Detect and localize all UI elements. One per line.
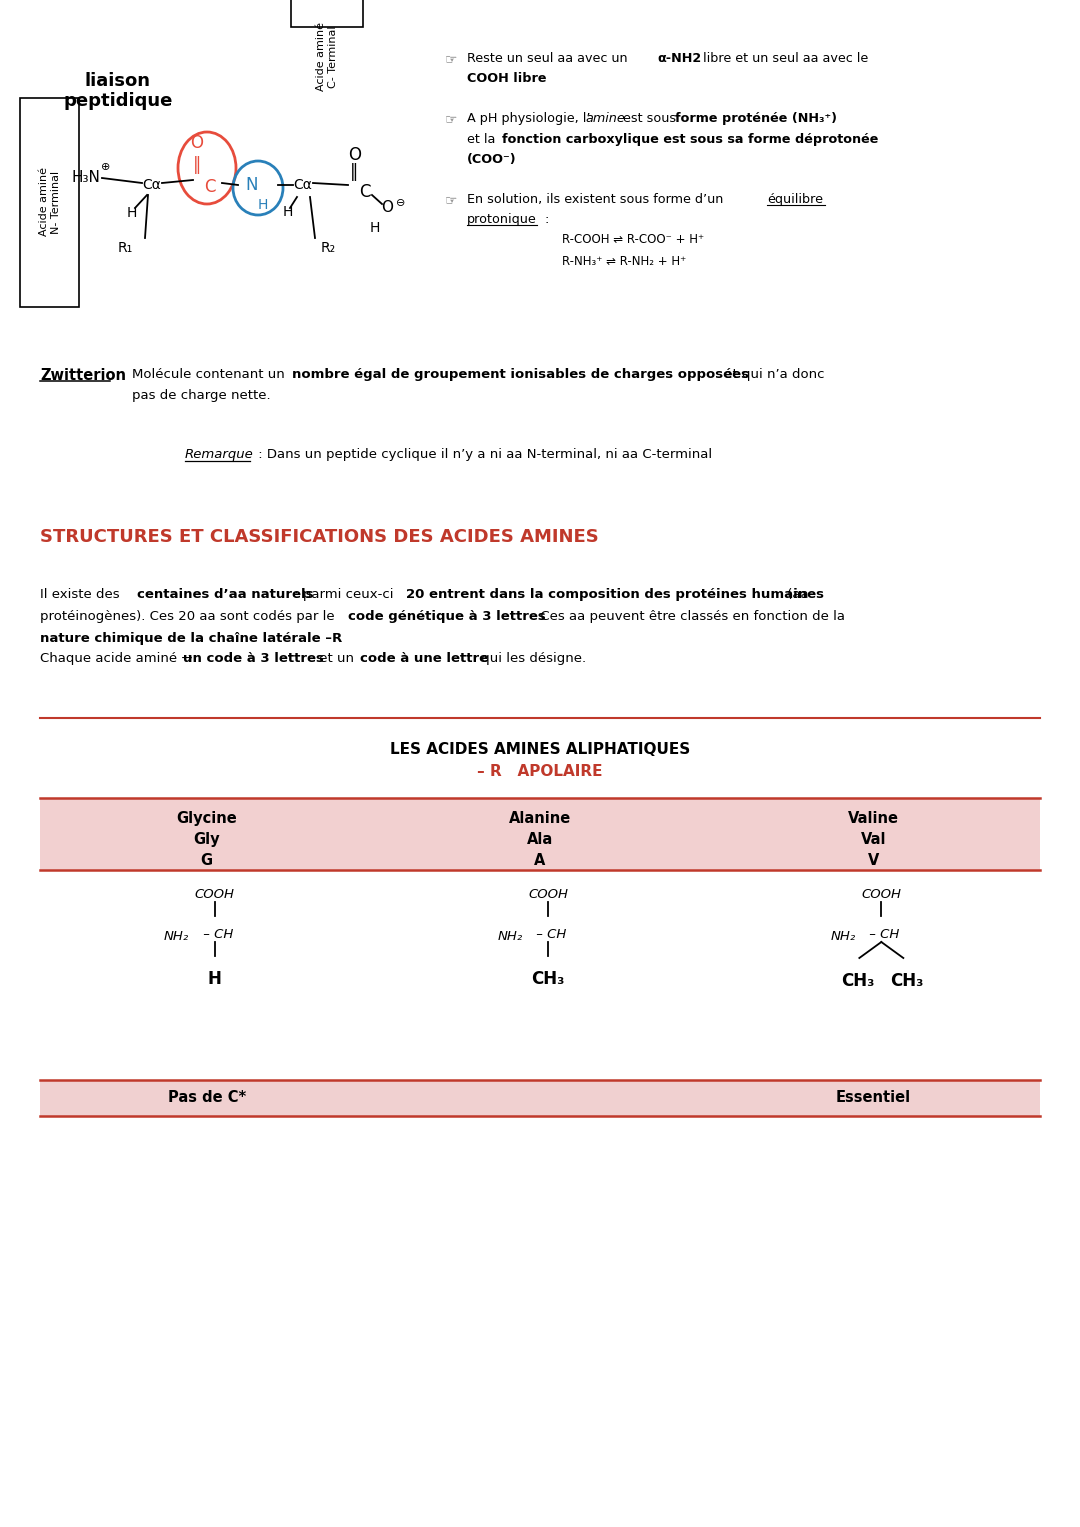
Text: ☞: ☞ — [445, 52, 458, 66]
Text: Acide aminé
C- Terminal: Acide aminé C- Terminal — [316, 21, 338, 92]
Text: COOH: COOH — [194, 889, 234, 901]
Text: C: C — [204, 179, 216, 195]
Text: (COO⁻): (COO⁻) — [467, 153, 516, 166]
Text: A pH physiologie, l’: A pH physiologie, l’ — [467, 111, 591, 125]
Text: Chaque acide aminé →: Chaque acide aminé → — [40, 652, 197, 664]
Text: Remarque: Remarque — [185, 447, 254, 461]
Text: Molécule contenant un: Molécule contenant un — [132, 368, 289, 382]
Text: : parmi ceux-ci: : parmi ceux-ci — [291, 588, 397, 602]
Text: et la: et la — [467, 133, 499, 147]
Text: libre et un seul aa avec le: libre et un seul aa avec le — [699, 52, 868, 66]
Text: protonique: protonique — [467, 212, 537, 226]
Text: pas de charge nette.: pas de charge nette. — [132, 389, 271, 402]
Text: ‖: ‖ — [350, 163, 359, 182]
Text: H: H — [283, 205, 293, 218]
Text: R₂: R₂ — [321, 241, 336, 255]
Text: ‖: ‖ — [193, 156, 201, 174]
Text: – CH: – CH — [199, 928, 233, 941]
Text: Gly: Gly — [193, 832, 220, 847]
Text: code génétique à 3 lettres: code génétique à 3 lettres — [348, 609, 545, 623]
Text: nature chimique de la chaîne latérale –R: nature chimique de la chaîne latérale –R — [40, 632, 342, 644]
Text: Valine: Valine — [848, 811, 899, 826]
Text: .: . — [310, 632, 319, 644]
Text: O: O — [381, 200, 393, 215]
Text: NH₂: NH₂ — [498, 930, 523, 944]
Text: H: H — [369, 221, 380, 235]
Text: CH₃: CH₃ — [840, 973, 874, 989]
FancyBboxPatch shape — [21, 98, 79, 307]
Text: En solution, ils existent sous forme d’un: En solution, ils existent sous forme d’u… — [467, 192, 727, 206]
Text: NH₂: NH₂ — [831, 930, 856, 944]
Text: R-COOH ⇌ R-COO⁻ + H⁺: R-COOH ⇌ R-COO⁻ + H⁺ — [562, 234, 704, 246]
Text: Pas de C*: Pas de C* — [167, 1090, 246, 1106]
Text: Zwitterion: Zwitterion — [40, 368, 126, 383]
Text: (aa: (aa — [783, 588, 809, 602]
Text: ☞: ☞ — [445, 111, 458, 127]
Text: CH₃: CH₃ — [531, 970, 565, 988]
Text: NH₂: NH₂ — [164, 930, 189, 944]
Text: Essentiel: Essentiel — [836, 1090, 910, 1106]
Text: forme proténée (NH₃⁺): forme proténée (NH₃⁺) — [675, 111, 837, 125]
Text: ⊕: ⊕ — [102, 162, 110, 173]
Text: Reste un seul aa avec un: Reste un seul aa avec un — [467, 52, 632, 66]
Text: qui les désigne.: qui les désigne. — [477, 652, 586, 664]
Text: Glycine: Glycine — [176, 811, 237, 826]
Text: équilibre: équilibre — [767, 192, 823, 206]
Text: un code à 3 lettres: un code à 3 lettres — [183, 652, 324, 664]
Text: . Ces aa peuvent être classés en fonction de la: . Ces aa peuvent être classés en fonctio… — [532, 609, 845, 623]
Text: 20 entrent dans la composition des protéines humaines: 20 entrent dans la composition des proté… — [406, 588, 824, 602]
Text: Il existe des: Il existe des — [40, 588, 124, 602]
FancyBboxPatch shape — [291, 0, 363, 27]
Text: – R   APOLAIRE: – R APOLAIRE — [477, 764, 603, 779]
FancyBboxPatch shape — [40, 799, 1040, 870]
Text: α-NH2: α-NH2 — [657, 52, 701, 66]
Text: H: H — [126, 206, 137, 220]
Text: est sous: est sous — [619, 111, 680, 125]
Text: LES ACIDES AMINES ALIPHATIQUES: LES ACIDES AMINES ALIPHATIQUES — [390, 742, 690, 757]
FancyBboxPatch shape — [40, 1080, 1040, 1116]
Text: H: H — [207, 970, 221, 988]
Text: Ala: Ala — [527, 832, 553, 847]
Text: Alanine: Alanine — [509, 811, 571, 826]
Text: N: N — [246, 176, 258, 194]
Text: R-NH₃⁺ ⇌ R-NH₂ + H⁺: R-NH₃⁺ ⇌ R-NH₂ + H⁺ — [562, 255, 686, 269]
Text: liaison: liaison — [85, 72, 151, 90]
Text: Acide aminé
N- Terminal: Acide aminé N- Terminal — [39, 168, 60, 237]
Text: Cα: Cα — [143, 179, 161, 192]
Text: H: H — [258, 199, 268, 212]
Text: et un: et un — [315, 652, 359, 664]
Text: :: : — [541, 212, 550, 226]
Text: – CH: – CH — [532, 928, 566, 941]
Text: CH₃: CH₃ — [890, 973, 923, 989]
Text: G: G — [201, 854, 213, 867]
Text: H₃N: H₃N — [71, 171, 100, 185]
Text: Cα: Cα — [294, 179, 312, 192]
Text: COOH: COOH — [528, 889, 568, 901]
Text: R₁: R₁ — [118, 241, 133, 255]
Text: A: A — [535, 854, 545, 867]
Text: O: O — [349, 147, 362, 163]
Text: ☞: ☞ — [445, 192, 458, 208]
Text: code à une lettre: code à une lettre — [360, 652, 488, 664]
Text: nombre égal de groupement ionisables de charges opposées: nombre égal de groupement ionisables de … — [292, 368, 750, 382]
Text: ⊖: ⊖ — [396, 199, 405, 208]
Text: Val: Val — [861, 832, 886, 847]
Text: amine: amine — [585, 111, 624, 125]
Text: COOH: COOH — [862, 889, 902, 901]
Text: C: C — [360, 183, 370, 202]
Text: – CH: – CH — [865, 928, 900, 941]
Text: peptidique: peptidique — [64, 92, 173, 110]
Text: fonction carboxylique est sous sa forme déprotonée: fonction carboxylique est sous sa forme … — [502, 133, 878, 147]
Text: STRUCTURES ET CLASSIFICATIONS DES ACIDES AMINES: STRUCTURES ET CLASSIFICATIONS DES ACIDES… — [40, 528, 598, 547]
Text: centaines d’aa naturels: centaines d’aa naturels — [137, 588, 313, 602]
Text: protéinogènes). Ces 20 aa sont codés par le: protéinogènes). Ces 20 aa sont codés par… — [40, 609, 339, 623]
Text: O: O — [190, 134, 203, 153]
Text: COOH libre: COOH libre — [467, 72, 546, 86]
Text: et qui n’a donc: et qui n’a donc — [720, 368, 824, 382]
Text: : Dans un peptide cyclique il n’y a ni aa N-terminal, ni aa C-terminal: : Dans un peptide cyclique il n’y a ni a… — [254, 447, 712, 461]
Text: V: V — [867, 854, 879, 867]
